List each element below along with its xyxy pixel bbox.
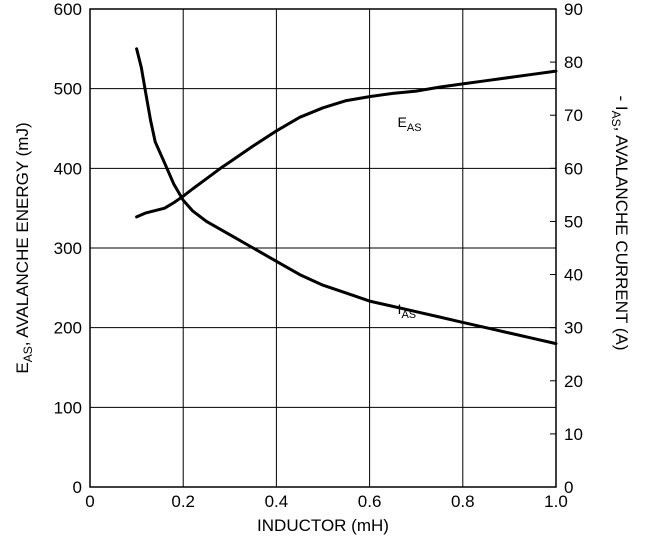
x-tick-label: 0.4 [265,492,289,511]
y-left-axis-title-rest: , AVALANCHE ENERGY (mJ) [13,122,32,346]
y-right-tick-label: 90 [564,0,583,19]
x-tick-label: 0.2 [171,492,195,511]
x-axis-title: INDUCTOR (mH) [257,516,389,535]
y-left-tick-label: 500 [54,80,82,99]
y-right-tick-label: 50 [564,212,583,231]
y-right-tick-labels: 0 10 20 30 40 50 60 70 80 90 [550,0,583,497]
series-label-ias: IAS [398,301,417,321]
y-left-tick-label: 600 [54,0,82,19]
plot-frame [89,8,557,488]
y-left-axis-title-main: E [13,362,32,373]
series-label-eas: EAS [398,114,422,134]
y-right-axis-title: - IAS, AVALANCHE CURRENT (A) [609,96,631,351]
y-left-tick-label: 300 [54,239,82,258]
series-line-eas [135,69,558,219]
y-left-tick-label: 400 [54,159,82,178]
y-right-axis-title-sub: AS [609,111,623,127]
y-left-axis-title: EAS, AVALANCHE ENERGY (mJ) [13,122,35,373]
x-tick-label: 0.8 [451,492,475,511]
y-right-tick-label: 80 [564,53,583,72]
y-left-axis-title-sub: AS [21,346,35,362]
y-left-tick-label: 100 [54,398,82,417]
x-tick-label: 1.0 [544,492,568,511]
y-left-tick-labels: 0 100 200 300 400 500 600 [54,0,82,497]
x-tick-label: 0 [85,492,94,511]
y-right-axis-title-rest: , AVALANCHE CURRENT (A) [612,127,631,351]
y-right-tick-label: 60 [564,159,583,178]
y-right-tick-label: 30 [564,319,583,338]
y-right-tick-label: 0 [564,478,573,497]
x-tick-label: 0.6 [358,492,382,511]
series-labels: EAS IAS [398,114,422,321]
y-right-tick-label: 10 [564,425,583,444]
y-right-tick-label: 20 [564,372,583,391]
y-right-axis-title-pre: - I [612,96,631,111]
y-left-tick-label: 200 [54,319,82,338]
y-left-tick-label: 0 [73,478,82,497]
series-line-ias [135,47,558,346]
x-tick-labels: 0 0.2 0.4 0.6 0.8 1.0 [85,492,568,511]
y-right-tick-label: 40 [564,266,583,285]
y-right-tick-label: 70 [564,106,583,125]
series-lines [135,47,558,346]
